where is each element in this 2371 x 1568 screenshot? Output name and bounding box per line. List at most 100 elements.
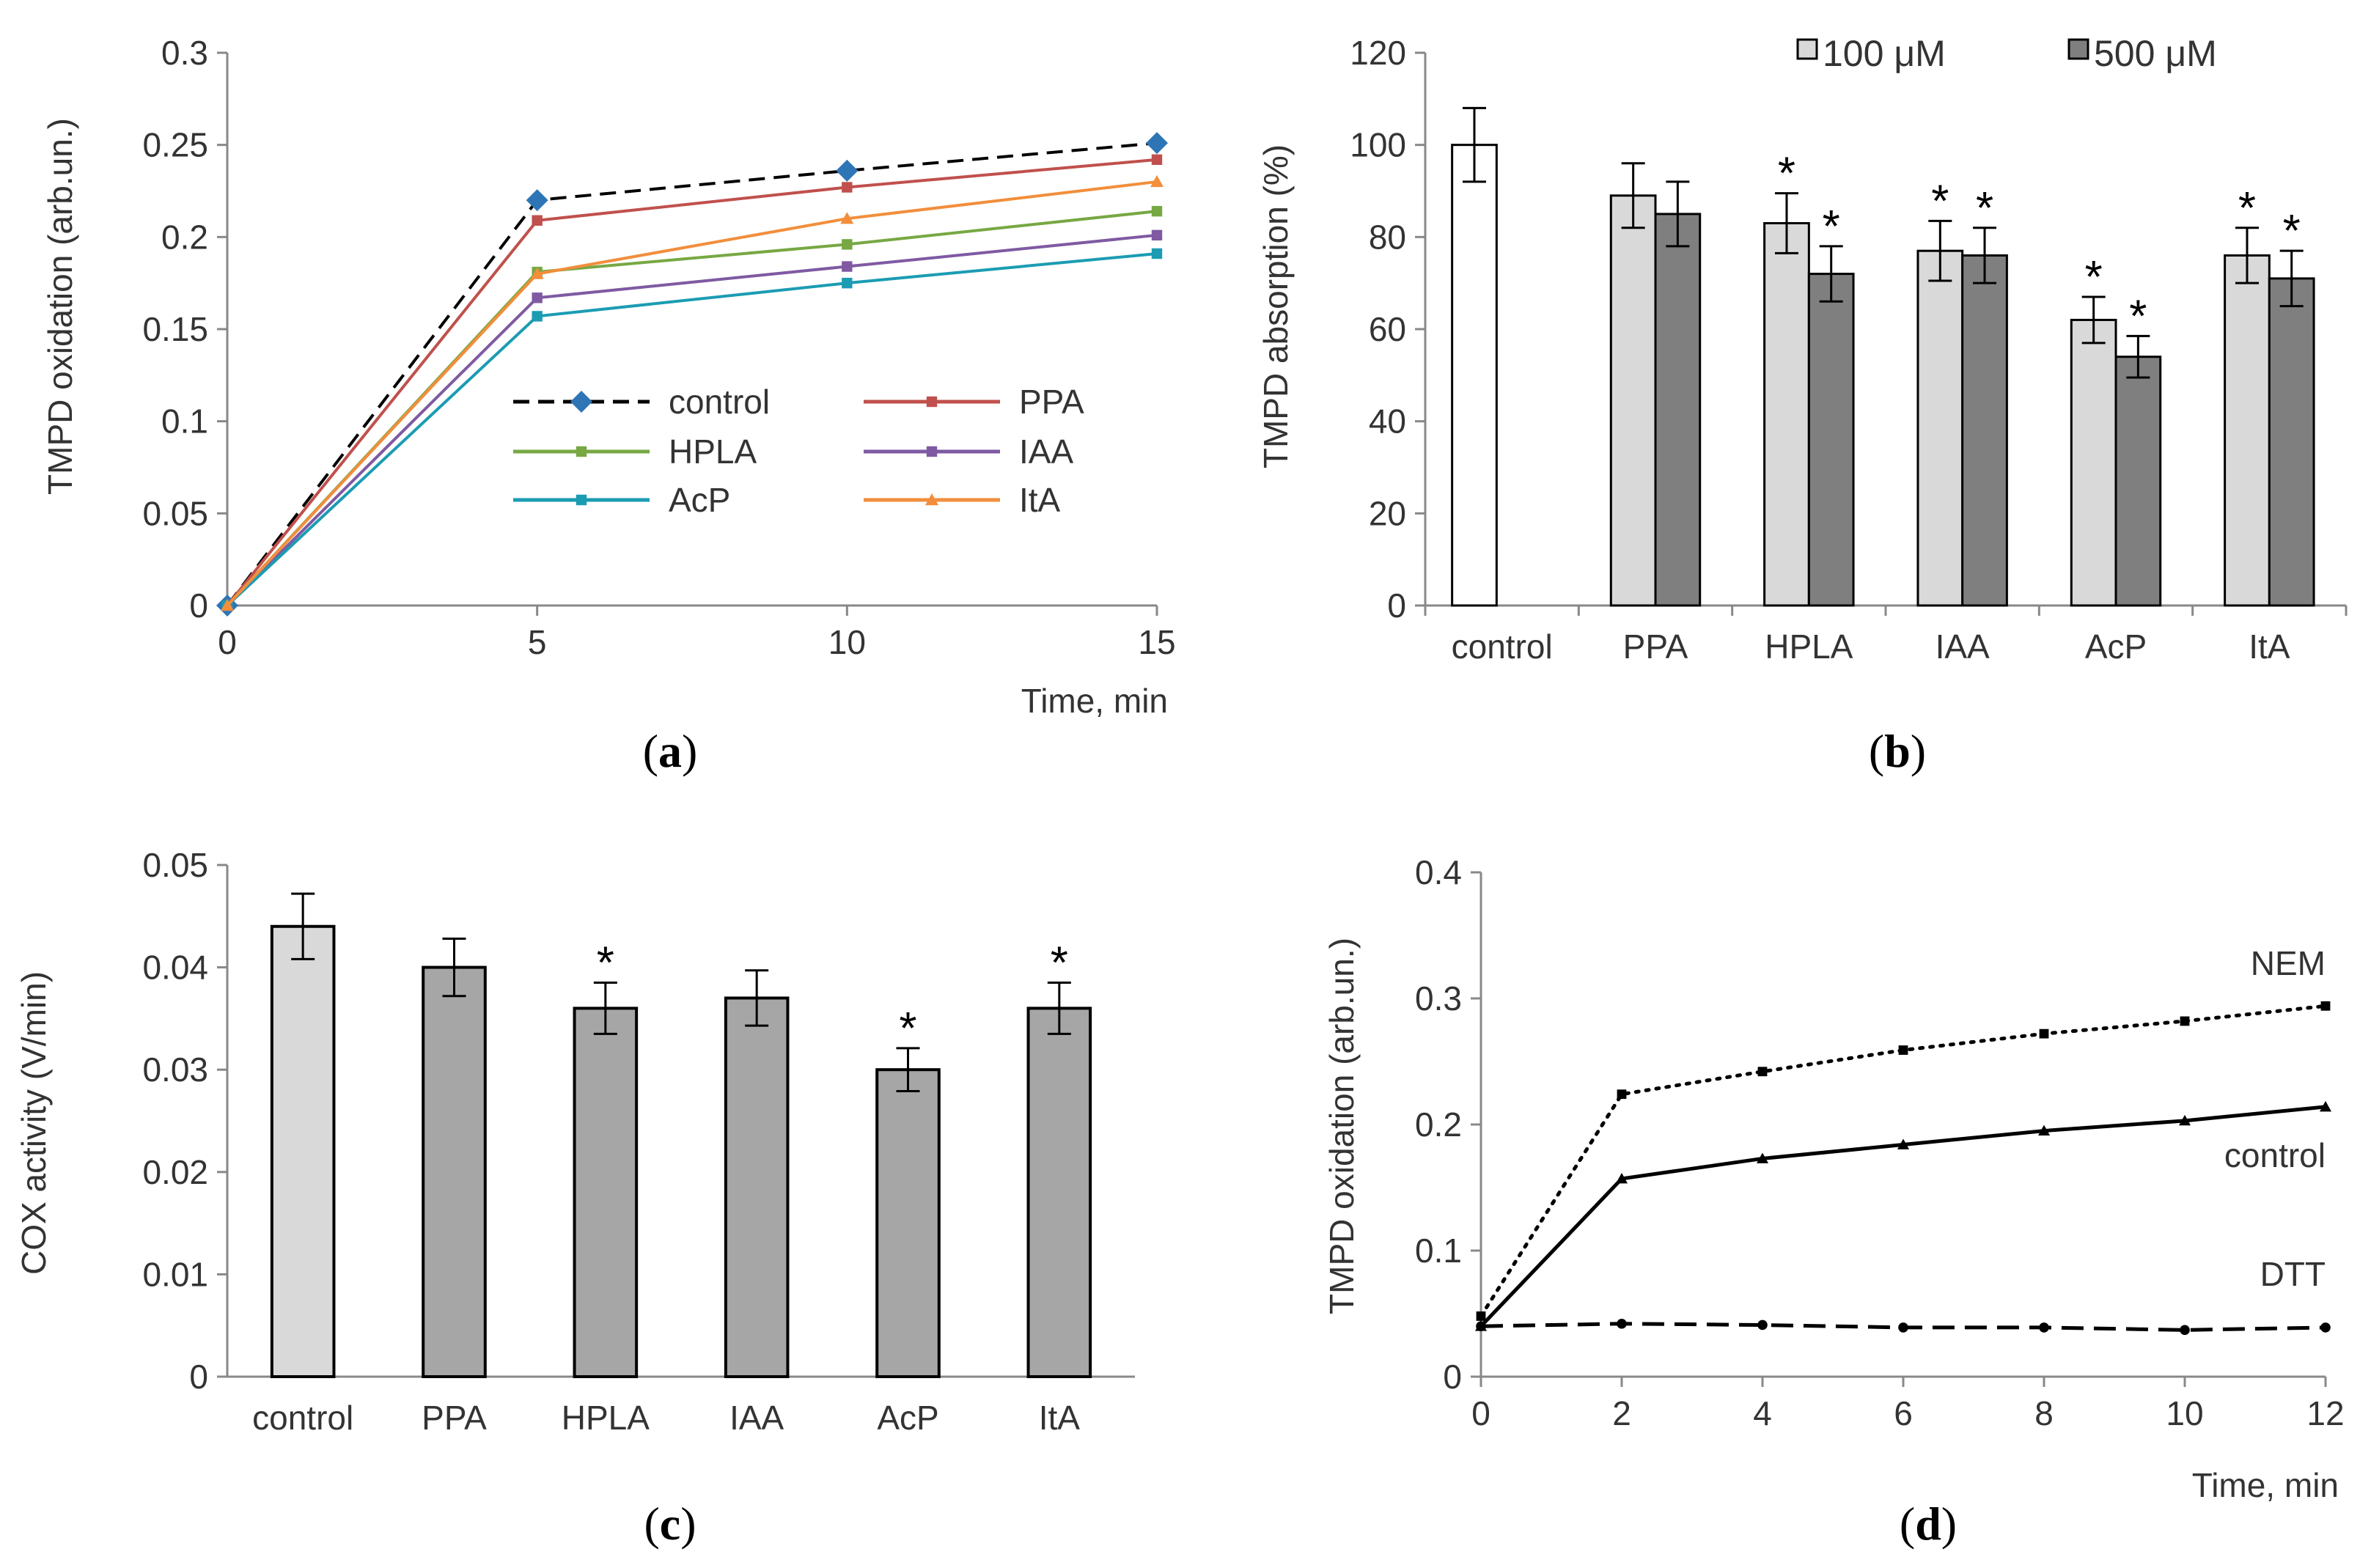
panel-d-y-tick-label: 0 (1443, 1358, 1462, 1396)
panel-a-label-close: ) (682, 725, 697, 777)
panel-b-x-tick-label: IAA (1936, 627, 1990, 666)
panel-a-label-open: ( (643, 725, 658, 777)
panel-b-label-open: ( (1869, 725, 1884, 777)
panel-a-y-axis-label: TMPD oxidation (arb.un.) (41, 118, 79, 495)
panel-c-x-tick-label: AcP (877, 1399, 938, 1437)
panel-a-x-tick-label: 0 (218, 623, 237, 661)
panel-d-series-label-dtt: DTT (2260, 1255, 2326, 1293)
panel-d-point-dtt (2039, 1322, 2049, 1333)
panel-a-legend-marker-hpla (576, 446, 587, 457)
panel-b-significance-star: * (1823, 202, 1840, 252)
panel-a-point-acp (842, 277, 853, 289)
panel-c-significance-star: * (597, 938, 614, 989)
panel-c-significance-star: * (899, 1004, 916, 1054)
panel-d-point-nem (1757, 1067, 1768, 1077)
panel-a-y-tick-label: 0.1 (161, 402, 208, 441)
panel-d-x-tick-label: 12 (2306, 1394, 2344, 1432)
panel-d-label-close: ) (1941, 1498, 1957, 1550)
panel-d-line-chart: 0 0.1 0.2 0.3 0.4 0 2 4 6 8 10 12 NEM control DTT Tim… (1323, 853, 2345, 1550)
panel-c-y-tick-label: 0 (189, 1358, 208, 1396)
panel-c-y-tick-label: 0.04 (142, 949, 208, 987)
panel-d-point-dtt (1898, 1322, 1908, 1333)
panel-d-point-control (1616, 1172, 1628, 1184)
panel-b-x-tick-label: ItA (2249, 627, 2290, 666)
panel-d-point-control (1757, 1152, 1768, 1163)
panel-b-y-tick-label: 60 (1369, 310, 1406, 348)
panel-d-series-label-control: control (2224, 1136, 2326, 1174)
panel-a-line-chart: 0 0.05 0.1 0.15 0.2 0.25 0.3 0 5 10 15 control PPA H… (41, 34, 1176, 777)
panel-b-label-letter: b (1884, 725, 1911, 777)
panel-a-y-tick-label: 0.05 (142, 494, 208, 532)
panel-b-y-tick-label: 100 (1350, 126, 1406, 164)
panel-b-x-tick-label: PPA (1623, 627, 1688, 666)
panel-d-point-dtt (2320, 1322, 2331, 1333)
panel-b-bar-acp-500 (2114, 356, 2162, 607)
panel-c-x-tick-label: ItA (1039, 1399, 1081, 1437)
panel-b-legend: 100 μM 500 μM (1796, 33, 2217, 74)
panel-b-significance-star: * (2283, 206, 2301, 257)
panel-a-legend: control PPA HPLA IAA AcP ItA (513, 383, 1084, 519)
panel-d-point-dtt (1617, 1318, 1627, 1329)
panel-d-point-control (2038, 1125, 2050, 1135)
panel-a-legend-label-control: control (669, 383, 770, 421)
panel-c-bar-ppa (422, 965, 487, 1378)
panel-b-bar-ppa-500 (1654, 213, 1702, 607)
panel-c-bar-ita (1026, 1006, 1092, 1378)
panel-a-legend-marker-iaa (926, 446, 938, 457)
panel-b-bar-acp-100 (2070, 318, 2117, 607)
panel-a-label-letter: a (658, 725, 682, 777)
panel-c-bar-control (270, 924, 336, 1378)
panel-b-y-tick-label: 0 (1387, 586, 1406, 625)
panel-c-label-letter: c (660, 1498, 680, 1550)
panel-a-point-control (1146, 132, 1168, 155)
panel-b-bar-hpla-100 (1763, 221, 1810, 607)
panel-d-x-tick-label: 8 (2034, 1394, 2054, 1432)
panel-b-bar-ppa-100 (1609, 194, 1657, 607)
panel-a-legend-label-acp: AcP (669, 481, 730, 519)
panel-d-y-tick-label: 0.3 (1415, 979, 1462, 1017)
panel-d-point-nem (1617, 1089, 1627, 1100)
panel-b-bar-ita-500 (2268, 277, 2315, 607)
panel-d-y-axis-label: TMPD oxidation (arb.un.) (1323, 938, 1361, 1314)
panel-b-x-tick-label: AcP (2085, 627, 2147, 666)
panel-d-label-letter: d (1915, 1498, 1941, 1550)
panel-a-point-ppa (532, 215, 543, 226)
panel-d-x-tick-label: 2 (1612, 1394, 1631, 1432)
panel-a-y-tick-label: 0.3 (161, 34, 208, 72)
panel-a-point-acp (1151, 248, 1163, 260)
panel-a-point-ita (840, 212, 854, 224)
panel-b-bar-ita-100 (2224, 254, 2271, 607)
panel-d-point-nem (1898, 1045, 1908, 1055)
panel-a-legend-marker-ita (925, 493, 938, 506)
panel-d-x-tick-label: 0 (1471, 1394, 1490, 1432)
panel-b-x-tick-label: control (1452, 627, 1553, 666)
panel-c-x-tick-label: HPLA (562, 1399, 650, 1437)
panel-a-point-acp (532, 311, 543, 322)
panel-a-point-control (526, 189, 548, 212)
panel-d-y-tick-label: 0.4 (1415, 853, 1462, 891)
panel-b-y-axis-label: TMPD absorption (%) (1257, 144, 1295, 468)
panel-c-y-tick-label: 0.01 (142, 1255, 208, 1293)
panel-c-y-axis-label: COX activity (V/min) (15, 971, 53, 1275)
panel-a-legend-marker-ppa (926, 396, 938, 408)
panel-d-y-tick-label: 0.1 (1415, 1232, 1462, 1270)
panel-a-point-control (836, 159, 859, 182)
panel-b-y-tick-label: 20 (1369, 494, 1406, 532)
panel-c-y-tick-label: 0.02 (142, 1153, 208, 1191)
panel-c-x-tick-label: IAA (729, 1399, 784, 1437)
panel-d-x-tick-label: 10 (2166, 1394, 2203, 1432)
panel-d-point-dtt (1476, 1321, 1486, 1331)
panel-c-label-close: ) (680, 1498, 696, 1550)
panel-c-bar-hpla (573, 1006, 639, 1378)
panel-a-x-tick-label: 5 (528, 623, 547, 661)
svg-text:(d): (d) (1900, 1498, 1957, 1550)
panel-a-point-ita (221, 599, 234, 611)
panel-d-point-nem (2320, 1001, 2331, 1011)
panel-a-point-ita (530, 267, 544, 279)
panel-d-point-dtt (1757, 1319, 1768, 1330)
panel-b-bar-hpla-500 (1807, 273, 1855, 607)
panel-b-significance-star: * (1931, 176, 1949, 227)
panel-a-series-line-control (226, 141, 1158, 607)
panel-a-point-iaa (1151, 229, 1163, 241)
panel-b-y-tick-label: 80 (1369, 218, 1406, 256)
